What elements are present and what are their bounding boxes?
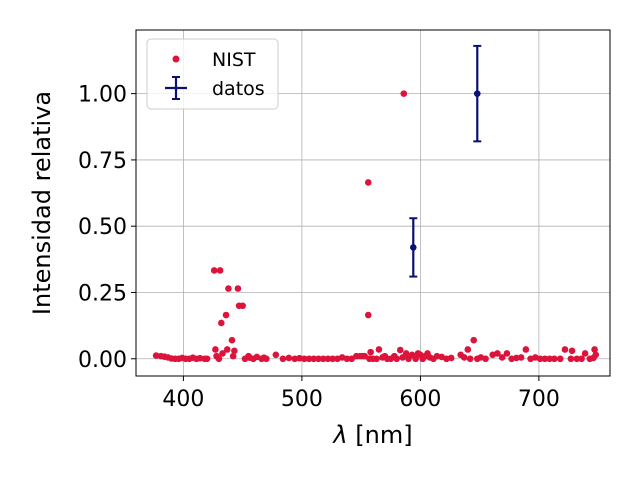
nist-point <box>578 355 585 363</box>
nist-point <box>315 355 322 363</box>
nist-point <box>324 355 332 363</box>
nist-point <box>464 346 472 353</box>
nist-point <box>517 354 525 361</box>
nist-point <box>310 355 318 363</box>
nist-point <box>285 354 293 362</box>
nist-point <box>225 285 232 292</box>
nist-point <box>210 267 218 274</box>
nist-point <box>279 355 287 363</box>
nist-point <box>591 346 598 353</box>
nist-point <box>396 346 404 354</box>
nist-point <box>482 355 489 363</box>
y-tick-label: 0.00 <box>78 348 127 373</box>
nist-point <box>367 348 374 356</box>
nist-point <box>567 355 575 363</box>
nist-point <box>215 355 223 363</box>
nist-point <box>272 351 280 359</box>
nist-point <box>466 355 474 363</box>
nist-point <box>498 354 506 361</box>
nist-point <box>218 319 225 327</box>
nist-point <box>536 355 544 363</box>
nist-point <box>400 90 408 97</box>
nist-point <box>228 336 236 344</box>
nist-point <box>470 336 478 344</box>
nist-point <box>412 355 419 363</box>
axis-ticks: 400 500 600 700 0.00 0.25 0.50 0.75 1.00 <box>78 83 560 412</box>
nist-point <box>503 350 511 357</box>
nist-point <box>223 346 231 353</box>
nist-point <box>263 355 270 363</box>
nist-point <box>460 354 468 361</box>
y-tick-label: 0.75 <box>78 149 127 174</box>
nist-point <box>522 346 530 353</box>
nist-point <box>222 311 230 319</box>
x-axis-symbol: λ <box>331 421 347 449</box>
nist-point <box>402 350 410 357</box>
nist-point <box>546 355 553 363</box>
datos-point <box>409 217 418 278</box>
nist-point <box>393 355 401 363</box>
nist-point <box>592 351 600 359</box>
y-axis-label: Intensidad relativa <box>28 91 56 315</box>
y-tick-label: 1.00 <box>78 83 127 108</box>
legend: NIST datos <box>146 38 279 110</box>
nist-point <box>375 346 383 353</box>
nist-point <box>305 355 313 363</box>
nist-point <box>494 350 501 357</box>
plot-content <box>152 44 600 363</box>
legend-box <box>146 38 279 110</box>
nist-point <box>447 354 455 362</box>
nist-point <box>364 311 372 319</box>
nist-point <box>373 355 380 363</box>
legend-nist-label: NIST <box>212 49 256 71</box>
nist-point <box>541 355 549 363</box>
nist-point <box>229 352 237 360</box>
nist-point <box>556 355 564 363</box>
nist-point <box>364 179 372 186</box>
nist-point <box>231 347 238 355</box>
x-axis-unit: [nm] <box>348 421 413 449</box>
x-tick-label: 500 <box>281 387 323 412</box>
plot-frame <box>135 29 611 377</box>
x-axis-label: λ [nm] <box>331 421 412 449</box>
nist-point <box>573 355 581 363</box>
nist-point <box>319 355 327 363</box>
legend-datos-marker <box>165 76 187 100</box>
y-tick-label: 0.25 <box>78 281 127 306</box>
legend-nist-marker <box>172 55 180 63</box>
nist-point <box>239 302 246 310</box>
nist-point <box>212 346 219 353</box>
x-tick-label: 400 <box>162 387 204 412</box>
nist-point <box>343 355 351 363</box>
x-tick-label: 600 <box>399 387 441 412</box>
nist-point <box>300 355 308 363</box>
nist-point <box>561 346 569 353</box>
nist-point <box>568 347 576 355</box>
legend-datos-label: datos <box>212 78 265 100</box>
datos-point <box>473 44 482 143</box>
nist-point <box>581 350 589 357</box>
nist-point <box>219 350 226 357</box>
y-tick-label: 0.50 <box>78 215 127 240</box>
nist-point <box>234 285 242 292</box>
nist-point <box>551 355 558 363</box>
nist-point <box>203 355 211 363</box>
x-tick-label: 700 <box>518 387 560 412</box>
nist-point <box>216 267 224 274</box>
nist-point <box>329 355 337 363</box>
